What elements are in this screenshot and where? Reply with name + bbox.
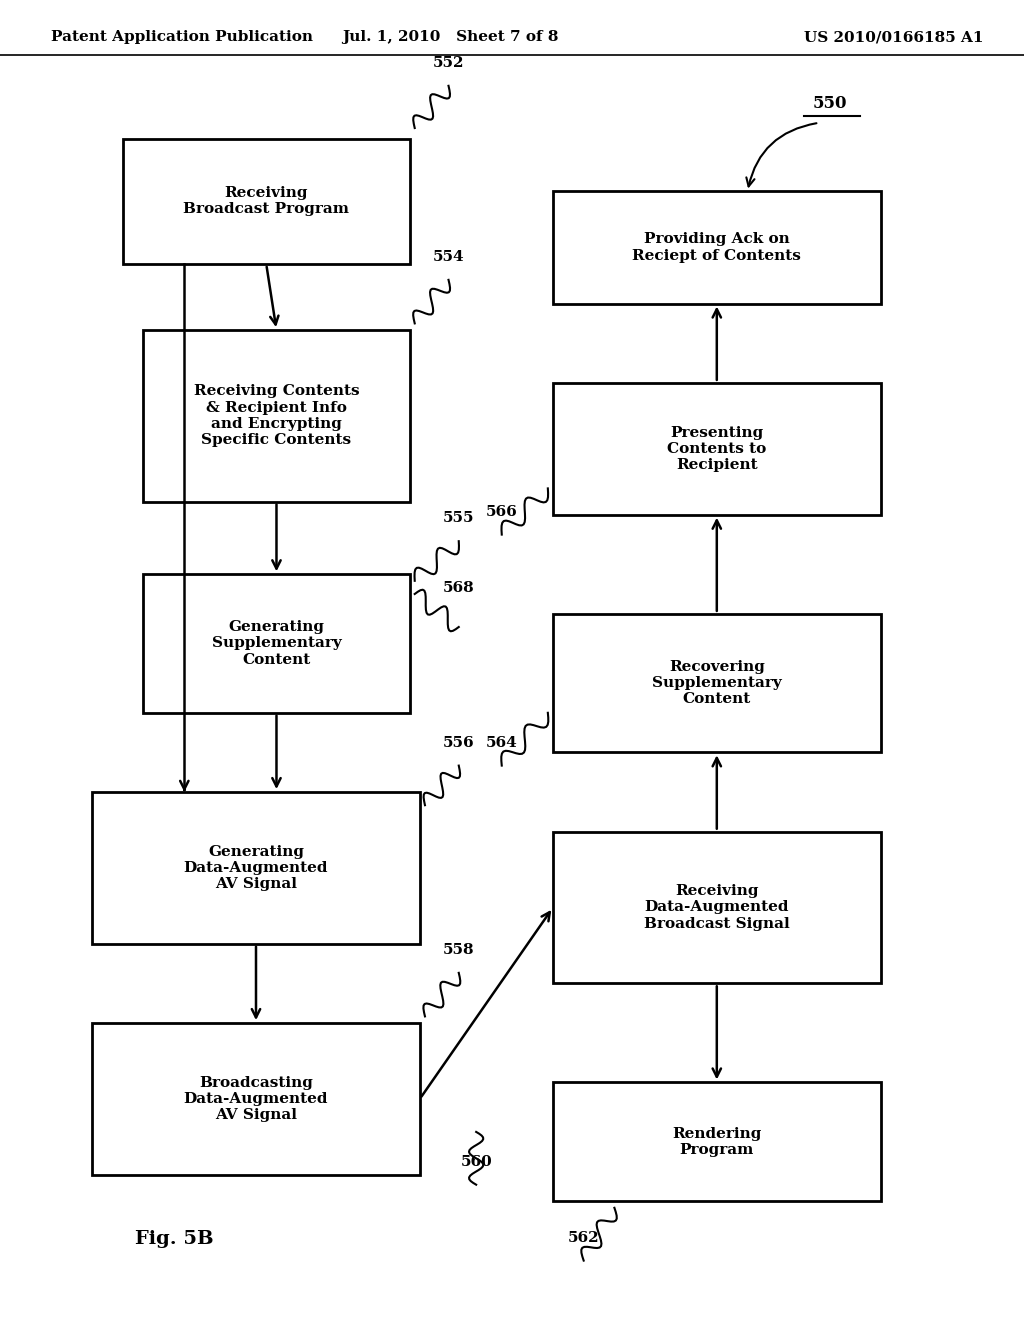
Text: Generating
Data-Augmented
AV Signal: Generating Data-Augmented AV Signal bbox=[183, 845, 329, 891]
Text: 552: 552 bbox=[433, 55, 464, 70]
Text: Rendering
Program: Rendering Program bbox=[672, 1127, 762, 1156]
Text: 558: 558 bbox=[443, 942, 474, 957]
Text: 554: 554 bbox=[433, 249, 464, 264]
Text: Presenting
Contents to
Recipient: Presenting Contents to Recipient bbox=[668, 425, 766, 473]
Text: Jul. 1, 2010   Sheet 7 of 8: Jul. 1, 2010 Sheet 7 of 8 bbox=[342, 30, 559, 45]
FancyBboxPatch shape bbox=[553, 614, 881, 752]
Text: US 2010/0166185 A1: US 2010/0166185 A1 bbox=[804, 30, 983, 45]
Text: 556: 556 bbox=[443, 735, 474, 750]
Text: 560: 560 bbox=[460, 1155, 493, 1170]
FancyBboxPatch shape bbox=[92, 1023, 420, 1175]
Text: Broadcasting
Data-Augmented
AV Signal: Broadcasting Data-Augmented AV Signal bbox=[183, 1076, 329, 1122]
Text: Receiving
Broadcast Program: Receiving Broadcast Program bbox=[183, 186, 349, 216]
Text: Generating
Supplementary
Content: Generating Supplementary Content bbox=[212, 620, 341, 667]
Text: 555: 555 bbox=[443, 511, 474, 525]
FancyBboxPatch shape bbox=[123, 139, 410, 264]
Text: 550: 550 bbox=[812, 95, 847, 112]
FancyBboxPatch shape bbox=[92, 792, 420, 944]
Text: Recovering
Supplementary
Content: Recovering Supplementary Content bbox=[652, 660, 781, 706]
Text: Receiving Contents
& Recipient Info
and Encrypting
Specific Contents: Receiving Contents & Recipient Info and … bbox=[194, 384, 359, 447]
Text: 564: 564 bbox=[485, 735, 518, 750]
FancyBboxPatch shape bbox=[553, 832, 881, 983]
Text: 566: 566 bbox=[485, 504, 518, 519]
FancyArrowPatch shape bbox=[746, 123, 816, 186]
FancyBboxPatch shape bbox=[143, 330, 410, 502]
Text: Providing Ack on
Reciept of Contents: Providing Ack on Reciept of Contents bbox=[633, 232, 801, 263]
Text: 568: 568 bbox=[442, 581, 475, 595]
FancyBboxPatch shape bbox=[143, 574, 410, 713]
FancyBboxPatch shape bbox=[553, 383, 881, 515]
FancyBboxPatch shape bbox=[553, 1082, 881, 1201]
Text: Patent Application Publication: Patent Application Publication bbox=[51, 30, 313, 45]
Text: Fig. 5B: Fig. 5B bbox=[135, 1230, 213, 1249]
Text: 562: 562 bbox=[568, 1230, 599, 1245]
Text: Receiving
Data-Augmented
Broadcast Signal: Receiving Data-Augmented Broadcast Signa… bbox=[644, 884, 790, 931]
FancyBboxPatch shape bbox=[553, 191, 881, 304]
